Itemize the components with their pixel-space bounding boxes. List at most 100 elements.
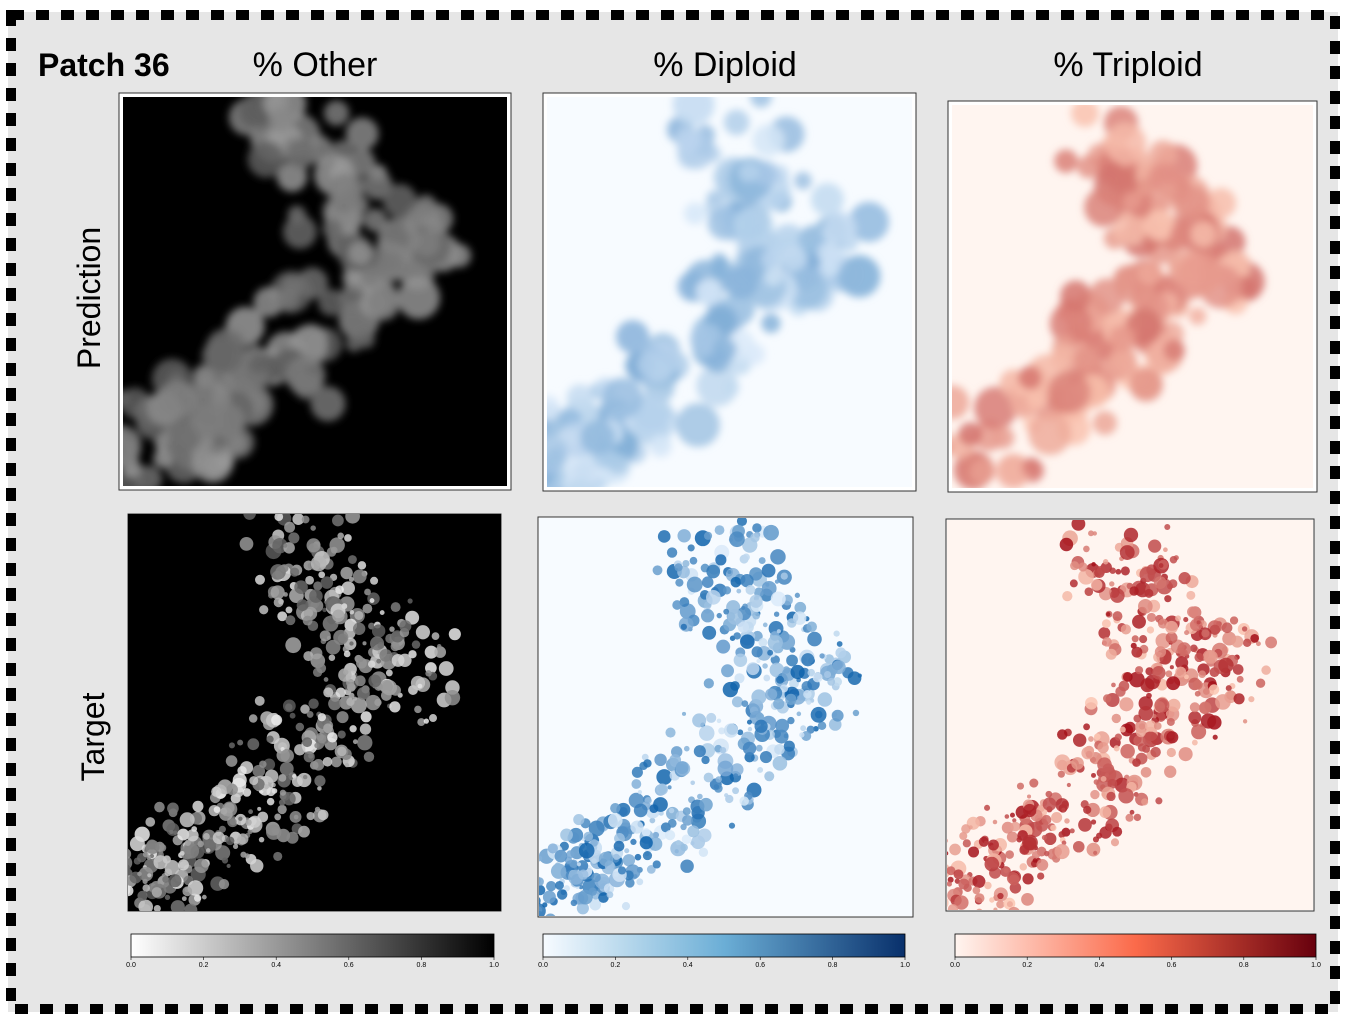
texture-blob xyxy=(607,891,614,898)
texture-blob xyxy=(638,790,642,794)
texture-blob xyxy=(580,420,615,455)
texture-blob xyxy=(1124,528,1138,542)
texture-blob xyxy=(416,625,430,639)
texture-blob xyxy=(1148,540,1161,553)
texture-blob xyxy=(683,807,691,815)
texture-blob xyxy=(182,886,192,896)
texture-blob xyxy=(988,839,999,850)
texture-blob xyxy=(768,635,783,650)
texture-blob xyxy=(707,190,723,206)
texture-blob xyxy=(692,713,706,727)
texture-blob xyxy=(1183,617,1188,622)
texture-blob xyxy=(1054,149,1078,173)
texture-blob xyxy=(1125,814,1133,822)
map-panel xyxy=(74,78,511,500)
texture-blob xyxy=(674,563,682,571)
colorbar-tick-label: 0.6 xyxy=(344,962,354,969)
texture-blob xyxy=(1197,620,1201,624)
texture-blob xyxy=(1097,566,1106,575)
texture-blob xyxy=(1083,546,1090,553)
texture-blob xyxy=(1237,676,1244,683)
texture-blob xyxy=(801,653,814,666)
texture-blob xyxy=(747,720,752,725)
texture-blob xyxy=(680,859,693,872)
texture-blob xyxy=(1204,650,1218,664)
texture-blob xyxy=(1190,702,1200,712)
texture-blob xyxy=(348,555,357,564)
texture-blob xyxy=(803,690,812,699)
texture-blob xyxy=(853,710,859,716)
texture-blob xyxy=(1250,634,1259,643)
texture-blob xyxy=(1070,828,1075,833)
texture-blob xyxy=(725,266,758,299)
texture-blob xyxy=(372,624,385,637)
texture-blob xyxy=(1033,858,1037,862)
texture-blob xyxy=(961,824,970,833)
texture-blob xyxy=(807,622,817,632)
texture-blob xyxy=(696,279,722,305)
texture-blob xyxy=(324,100,349,125)
texture-blob xyxy=(1159,563,1164,568)
texture-blob xyxy=(1248,696,1254,702)
row-label: Prediction xyxy=(71,227,107,369)
texture-blob xyxy=(1021,893,1034,906)
texture-blob xyxy=(364,589,371,596)
texture-blob xyxy=(578,869,588,879)
texture-blob xyxy=(180,812,195,827)
texture-blob xyxy=(1097,757,1112,772)
texture-blob xyxy=(389,626,394,631)
colorbar xyxy=(131,934,494,957)
texture-blob xyxy=(684,203,706,225)
colorbar-tick-label: 1.0 xyxy=(900,962,910,969)
texture-blob xyxy=(1036,859,1048,871)
map-panel xyxy=(904,99,1317,492)
texture-blob xyxy=(602,378,643,419)
texture-blob xyxy=(797,712,802,717)
texture-blob xyxy=(1243,719,1247,723)
texture-blob xyxy=(130,836,145,851)
texture-blob xyxy=(1164,595,1171,602)
texture-blob xyxy=(1154,576,1167,589)
texture-blob xyxy=(417,684,422,689)
texture-blob xyxy=(379,649,392,662)
texture-blob xyxy=(653,860,661,868)
texture-blob xyxy=(158,381,196,419)
texture-blob xyxy=(281,276,302,297)
texture-blob xyxy=(635,854,642,861)
texture-blob xyxy=(226,755,238,767)
texture-blob xyxy=(355,675,366,686)
texture-blob xyxy=(704,678,714,688)
texture-blob xyxy=(653,565,663,575)
texture-blob xyxy=(1175,185,1210,220)
texture-blob xyxy=(1111,838,1119,846)
texture-blob xyxy=(285,637,301,653)
texture-blob xyxy=(1060,280,1091,311)
texture-blob xyxy=(1140,567,1155,582)
texture-blob xyxy=(1194,653,1203,662)
texture-blob xyxy=(1017,837,1023,843)
colorbar-tick-label: 0.6 xyxy=(755,962,765,969)
map-panel xyxy=(519,84,916,514)
texture-blob xyxy=(752,646,763,657)
texture-blob xyxy=(1117,150,1134,167)
texture-blob xyxy=(346,698,354,706)
texture-blob xyxy=(294,580,308,594)
texture-blob xyxy=(302,737,312,747)
texture-blob xyxy=(1112,714,1121,723)
texture-blob xyxy=(1152,714,1156,718)
texture-blob xyxy=(1175,667,1186,678)
texture-blob xyxy=(740,634,755,649)
texture-blob xyxy=(824,671,831,678)
texture-blob xyxy=(680,844,687,851)
texture-blob xyxy=(323,687,333,697)
texture-blob xyxy=(1085,587,1094,596)
texture-blob xyxy=(264,784,269,789)
texture-blob xyxy=(1190,619,1202,631)
texture-blob xyxy=(304,751,315,762)
texture-blob xyxy=(1083,723,1090,730)
texture-blob xyxy=(794,172,812,190)
texture-blob xyxy=(237,766,246,775)
texture-blob xyxy=(632,767,643,778)
texture-blob xyxy=(145,817,155,827)
texture-blob xyxy=(1106,612,1110,616)
